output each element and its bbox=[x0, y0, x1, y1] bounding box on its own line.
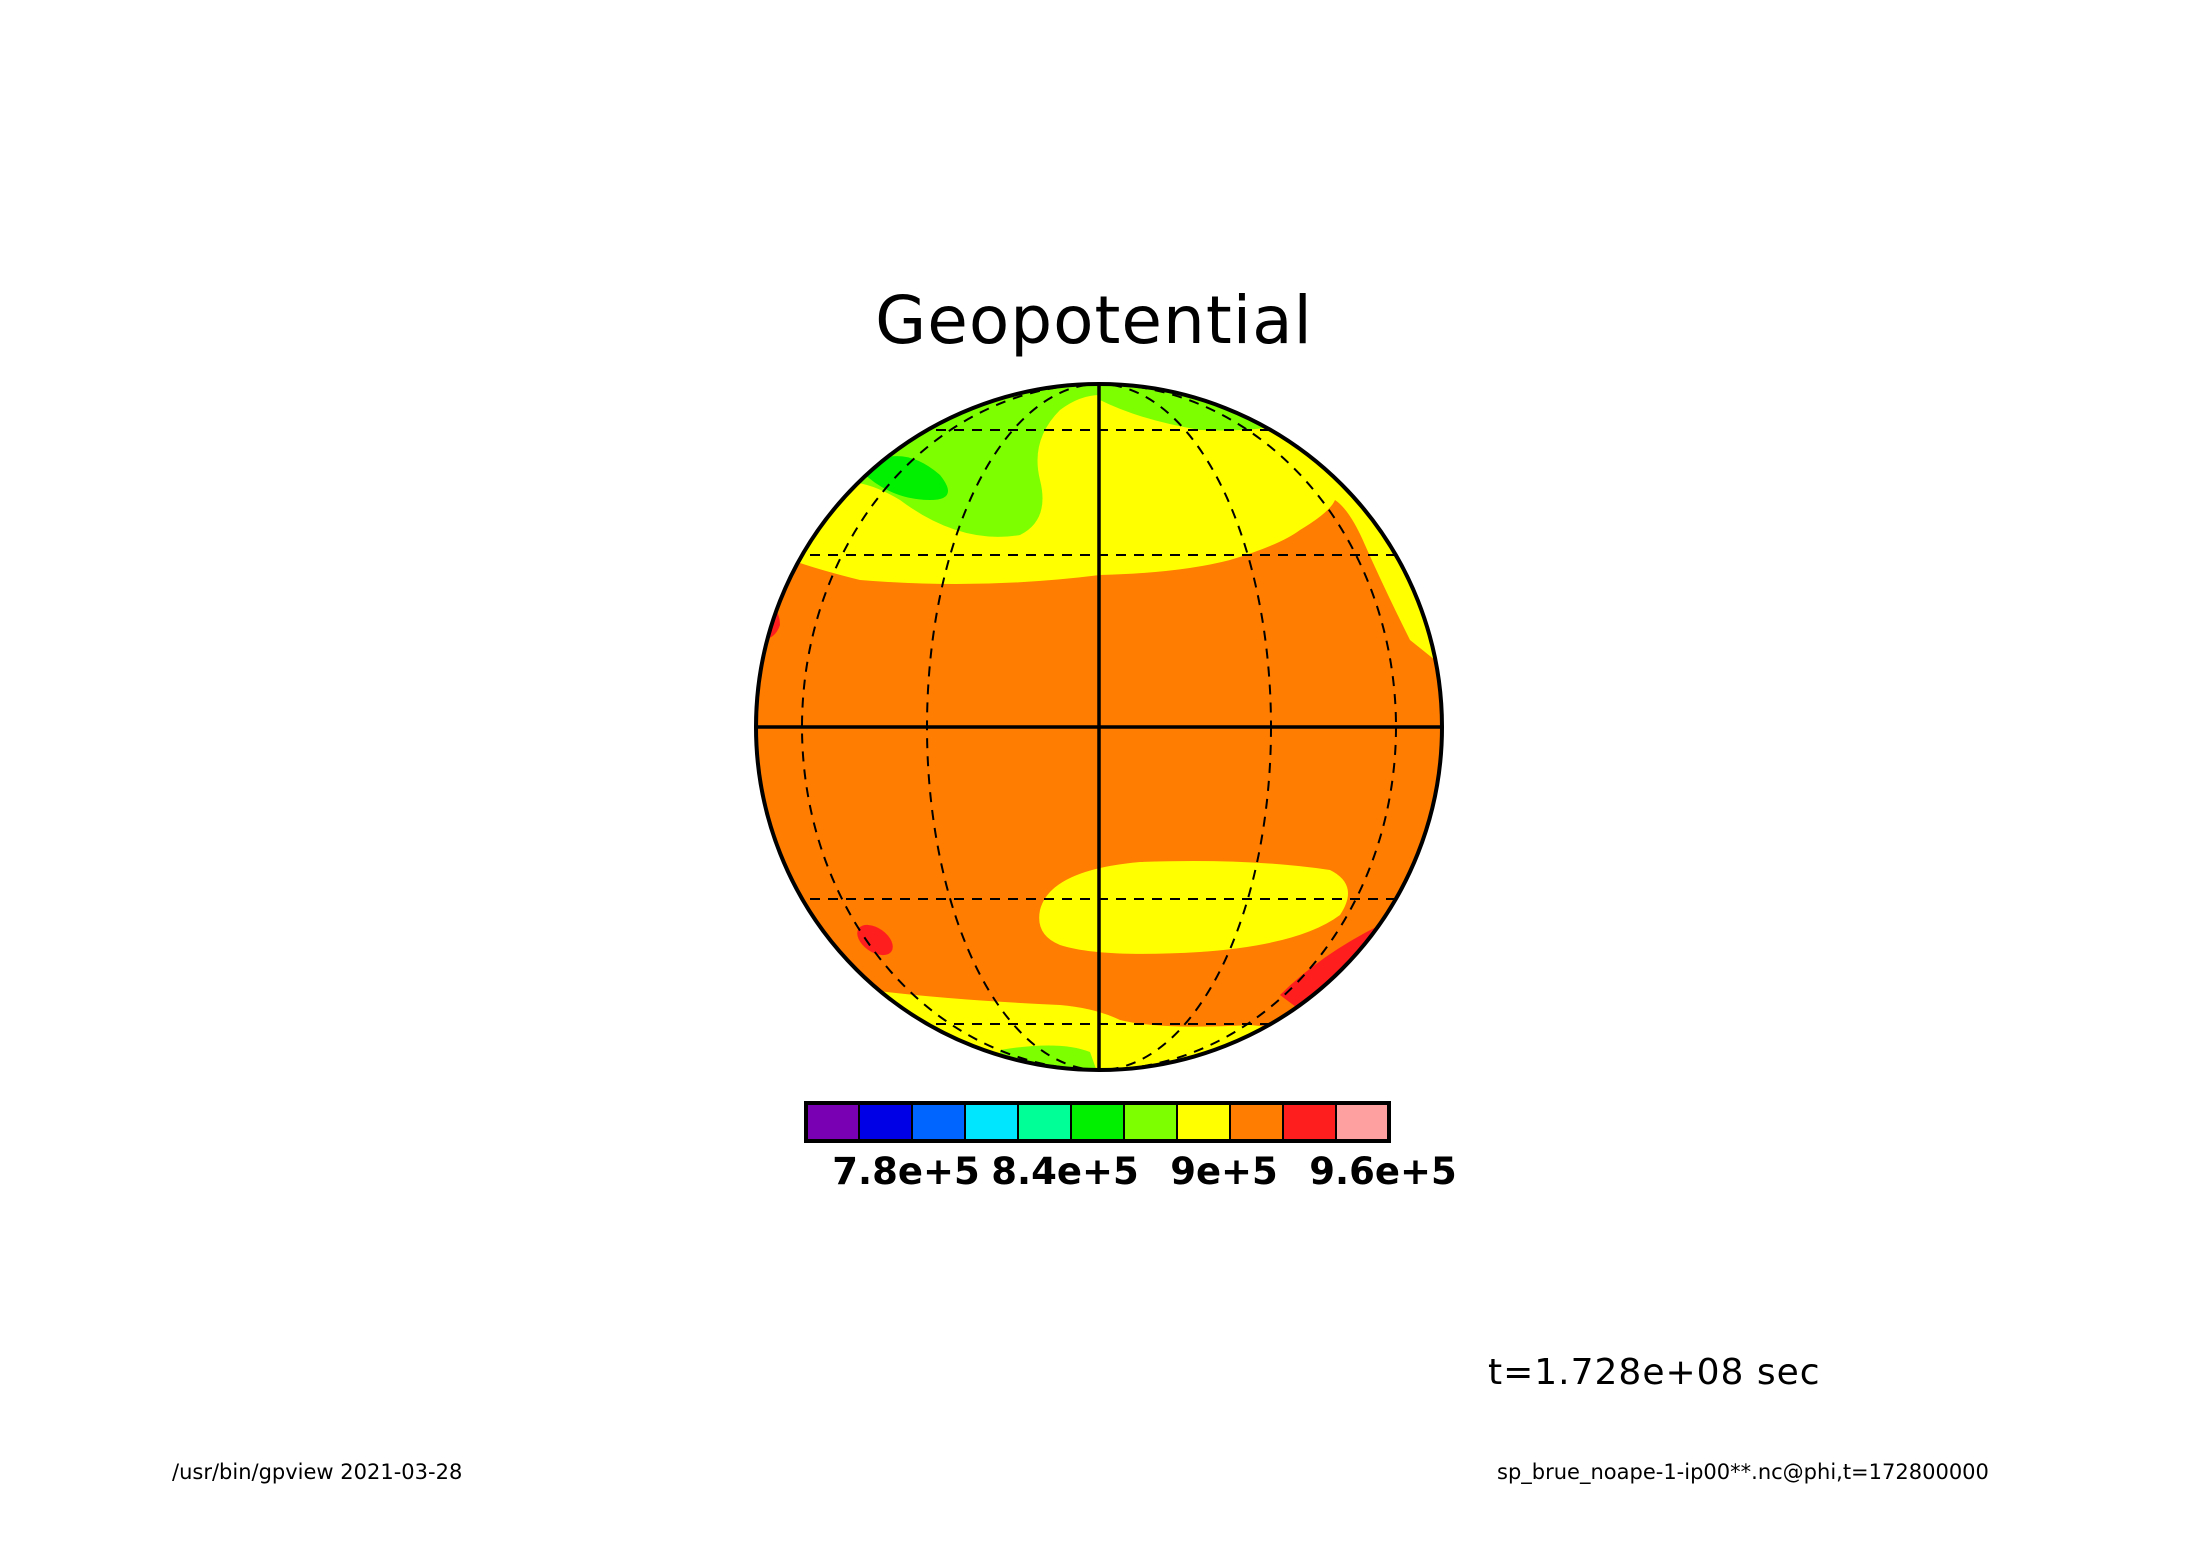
colorbar-tick-label: 8.4e+5 bbox=[991, 1150, 1139, 1193]
colorbar-swatch bbox=[1229, 1102, 1284, 1142]
southern-yellow-patch bbox=[1039, 861, 1348, 954]
footer-source-file: sp_brue_noape-1-ip00**.nc@phi,t=17280000… bbox=[1497, 1460, 1989, 1484]
equator-meridian bbox=[756, 384, 1442, 1070]
colorbar bbox=[804, 1101, 1391, 1143]
colorbar-swatch bbox=[964, 1102, 1019, 1142]
colorbar-swatch bbox=[1070, 1102, 1125, 1142]
colorbar-tick-label: 9e+5 bbox=[1170, 1150, 1278, 1193]
colorbar-outline bbox=[804, 1101, 1391, 1143]
footer-program-date: /usr/bin/gpview 2021-03-28 bbox=[172, 1460, 463, 1484]
colorbar-swatch bbox=[1335, 1102, 1390, 1142]
colorbar-swatch bbox=[805, 1102, 860, 1142]
colorbar-swatch bbox=[858, 1102, 913, 1142]
colorbar-tick-label: 9.6e+5 bbox=[1309, 1150, 1457, 1193]
colorbar-swatch bbox=[911, 1102, 966, 1142]
time-label: t=1.728e+08 sec bbox=[1488, 1352, 1821, 1393]
south-polar-green bbox=[1000, 1045, 1100, 1070]
north-polar-dark-green bbox=[860, 456, 948, 500]
colorbar-swatch bbox=[1282, 1102, 1337, 1142]
colorbar-swatch bbox=[1017, 1102, 1072, 1142]
colorbar-swatch bbox=[1176, 1102, 1231, 1142]
plot-title: Geopotential bbox=[875, 282, 1313, 359]
globe-outline bbox=[754, 382, 1444, 1072]
colorbar-swatch bbox=[1123, 1102, 1178, 1142]
red-spot-southwest bbox=[857, 924, 893, 956]
globe-fill-layer bbox=[756, 384, 1442, 1070]
colorbar-tick-label: 7.8e+5 bbox=[832, 1150, 980, 1193]
